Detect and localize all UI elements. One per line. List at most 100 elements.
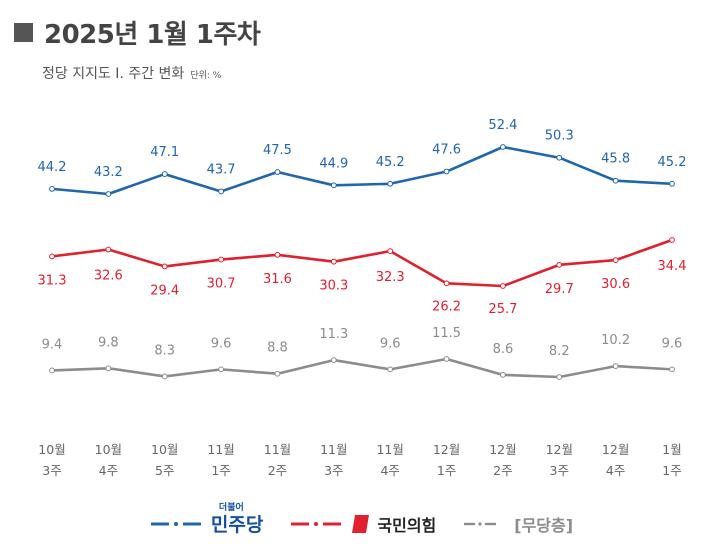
data-label-ppp: 29.4 xyxy=(150,283,179,298)
data-point-democratic xyxy=(500,144,506,150)
unit-label: 단위: % xyxy=(190,71,222,81)
data-label-democratic: 44.2 xyxy=(38,160,67,175)
title-square-icon xyxy=(14,23,33,42)
data-point-independent xyxy=(387,366,394,373)
data-label-democratic: 47.6 xyxy=(432,143,461,158)
data-point-independent xyxy=(669,366,675,373)
data-label-independent: 8.3 xyxy=(154,343,175,358)
legend-label-ppp: 국민의힘 xyxy=(377,515,437,535)
data-label-democratic: 43.7 xyxy=(207,162,236,177)
data-point-democratic xyxy=(218,188,224,195)
data-point-democratic xyxy=(443,168,450,175)
x-tick-label-week: 5주 xyxy=(155,463,174,478)
data-point-independent xyxy=(274,370,281,377)
data-point-independent xyxy=(612,363,619,369)
data-point-independent xyxy=(161,373,168,380)
democratic-logo-mark: 더불어 xyxy=(218,503,244,513)
x-tick-label-week: 3주 xyxy=(324,463,343,478)
data-point-ppp xyxy=(443,280,450,287)
x-tick-label-week: 1주 xyxy=(662,463,681,478)
data-label-democratic: 47.1 xyxy=(150,145,179,160)
data-point-ppp xyxy=(612,257,619,263)
x-tick-label-week: 2주 xyxy=(493,463,512,478)
data-label-independent: 9.6 xyxy=(380,336,401,351)
title-block: 2025년 1월 1주차 xyxy=(14,14,261,51)
data-label-democratic: 52.4 xyxy=(488,118,517,133)
x-tick-label-month: 12월 xyxy=(546,442,573,457)
line-chart: 44.2 43.2 47.1 43.7 47.5 44.9 45.2 47.6 52.4 50.3… xyxy=(38,118,687,478)
chart-subtitle: 정당 지지도 Ⅰ. 주간 변화 xyxy=(42,66,185,82)
data-label-independent: 8.6 xyxy=(493,342,514,357)
x-tick-label-month: 11월 xyxy=(320,442,347,457)
ppp-logo-icon xyxy=(352,514,370,533)
series-line-democratic xyxy=(51,145,673,196)
data-label-ppp: 31.3 xyxy=(38,273,67,288)
data-point-independent xyxy=(49,367,55,374)
x-tick-label-month: 1월 xyxy=(662,442,681,457)
data-label-independent: 9.8 xyxy=(98,335,119,350)
data-point-democratic xyxy=(105,191,112,197)
data-label-independent: 9.6 xyxy=(211,336,232,351)
legend-gray-line-icon xyxy=(464,521,497,526)
data-label-democratic: 45.8 xyxy=(601,152,630,167)
x-tick-label-week: 4주 xyxy=(606,463,625,478)
data-label-ppp: 32.3 xyxy=(376,270,405,285)
legend-label-independent: [무당층] xyxy=(514,515,574,535)
data-point-ppp xyxy=(330,258,337,265)
data-point-democratic xyxy=(49,185,55,192)
x-tick-label-week: 4주 xyxy=(380,463,399,478)
data-point-independent xyxy=(556,374,563,380)
data-point-ppp xyxy=(500,283,506,289)
page-title: 2025년 1월 1주차 xyxy=(44,20,261,50)
data-label-ppp: 32.6 xyxy=(94,269,123,284)
data-label-democratic: 43.2 xyxy=(94,165,123,180)
data-label-independent: 9.6 xyxy=(662,336,683,351)
data-label-ppp: 31.6 xyxy=(263,272,292,287)
x-tick-label-month: 12월 xyxy=(489,442,516,457)
democratic-logo: 더불어 민주당 xyxy=(201,503,264,537)
x-tick-label-month: 11월 xyxy=(264,442,291,457)
x-tick-label-week: 1주 xyxy=(437,463,456,478)
data-point-ppp xyxy=(105,246,112,253)
data-label-ppp: 26.2 xyxy=(432,299,461,314)
subtitle-block: 정당 지지도 Ⅰ. 주간 변화 단위: % xyxy=(42,63,221,83)
data-point-ppp xyxy=(556,261,563,268)
data-point-independent xyxy=(443,356,450,362)
data-point-independent xyxy=(330,357,337,363)
data-label-independent: 11.3 xyxy=(319,327,348,342)
chart-legend: 더불어 민주당 국민의힘 [무당층] xyxy=(0,503,724,537)
data-label-democratic: 50.3 xyxy=(545,129,574,144)
data-point-independent xyxy=(500,371,506,378)
series-line-independent xyxy=(51,357,673,379)
series-line-ppp xyxy=(51,238,673,288)
data-label-ppp: 30.3 xyxy=(319,279,348,294)
data-point-ppp xyxy=(387,248,394,255)
x-tick-label-month: 12월 xyxy=(433,442,460,457)
legend-item-independent: [무당층] xyxy=(464,512,573,536)
data-label-independent: 8.2 xyxy=(549,344,570,359)
data-label-ppp: 30.6 xyxy=(601,277,630,292)
data-point-democratic xyxy=(274,169,281,175)
data-label-ppp: 30.7 xyxy=(207,277,236,292)
data-label-independent: 8.8 xyxy=(267,341,288,356)
x-tick-label-week: 2주 xyxy=(268,463,287,478)
data-point-democratic xyxy=(330,182,337,189)
x-tick-label-month: 11월 xyxy=(376,442,403,457)
x-tick-label-month: 11월 xyxy=(207,442,234,457)
data-label-democratic: 45.2 xyxy=(376,155,405,170)
data-label-independent: 9.4 xyxy=(42,337,63,352)
legend-blue-line-icon xyxy=(150,521,201,526)
legend-label-democratic: 민주당 xyxy=(210,514,264,536)
x-tick-label-month: 10월 xyxy=(151,442,178,457)
data-label-ppp: 29.7 xyxy=(545,282,574,297)
data-label-democratic: 44.9 xyxy=(319,156,348,171)
data-label-democratic: 47.5 xyxy=(263,143,292,158)
legend-item-ppp: 국민의힘 xyxy=(291,512,436,536)
x-tick-label-month: 10월 xyxy=(38,442,65,457)
data-point-democratic xyxy=(387,180,394,187)
data-label-ppp: 34.4 xyxy=(658,259,687,274)
data-label-independent: 10.2 xyxy=(601,333,630,348)
data-point-independent xyxy=(105,365,112,372)
data-point-democratic xyxy=(161,171,168,177)
data-point-democratic xyxy=(669,180,675,187)
